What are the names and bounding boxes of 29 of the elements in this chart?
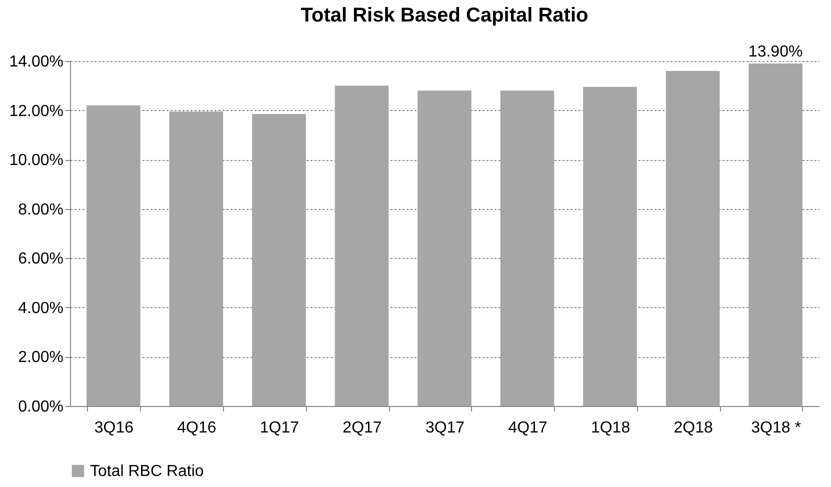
data-label: 13.90% xyxy=(748,43,803,60)
bar xyxy=(583,86,637,406)
x-tick-label: 2Q17 xyxy=(342,420,382,436)
legend-label: Total RBC Ratio xyxy=(90,463,204,480)
x-tick-label: 3Q17 xyxy=(425,420,465,436)
bar xyxy=(418,90,472,406)
y-tick-label: 2.00% xyxy=(18,349,64,366)
bar xyxy=(334,86,389,406)
x-tick-label: 1Q18 xyxy=(590,420,630,436)
x-tick-label: 3Q18 * xyxy=(751,420,801,436)
y-tick-label: 6.00% xyxy=(18,250,64,268)
y-tick-label: 0.00% xyxy=(18,398,64,416)
x-tick-label: 2Q18 xyxy=(674,420,713,436)
y-tick-label: 8.00% xyxy=(18,201,64,218)
y-tick-label: 10.00% xyxy=(9,152,64,170)
bar xyxy=(748,63,802,406)
bar xyxy=(86,105,140,406)
x-tick-label: 1Q17 xyxy=(260,420,300,436)
chart-title: Total Risk Based Capital Ratio xyxy=(300,4,588,26)
y-tick-label: 12.00% xyxy=(9,102,64,120)
bar xyxy=(500,90,554,406)
x-tick-label: 4Q16 xyxy=(177,420,216,436)
y-tick-label: 14.00% xyxy=(9,54,64,70)
bar xyxy=(666,70,720,406)
x-tick-label: 3Q16 xyxy=(94,420,134,436)
bar xyxy=(169,112,224,406)
x-tick-label: 4Q17 xyxy=(508,420,548,436)
bar xyxy=(252,114,306,406)
y-tick-label: 4.00% xyxy=(18,300,64,317)
